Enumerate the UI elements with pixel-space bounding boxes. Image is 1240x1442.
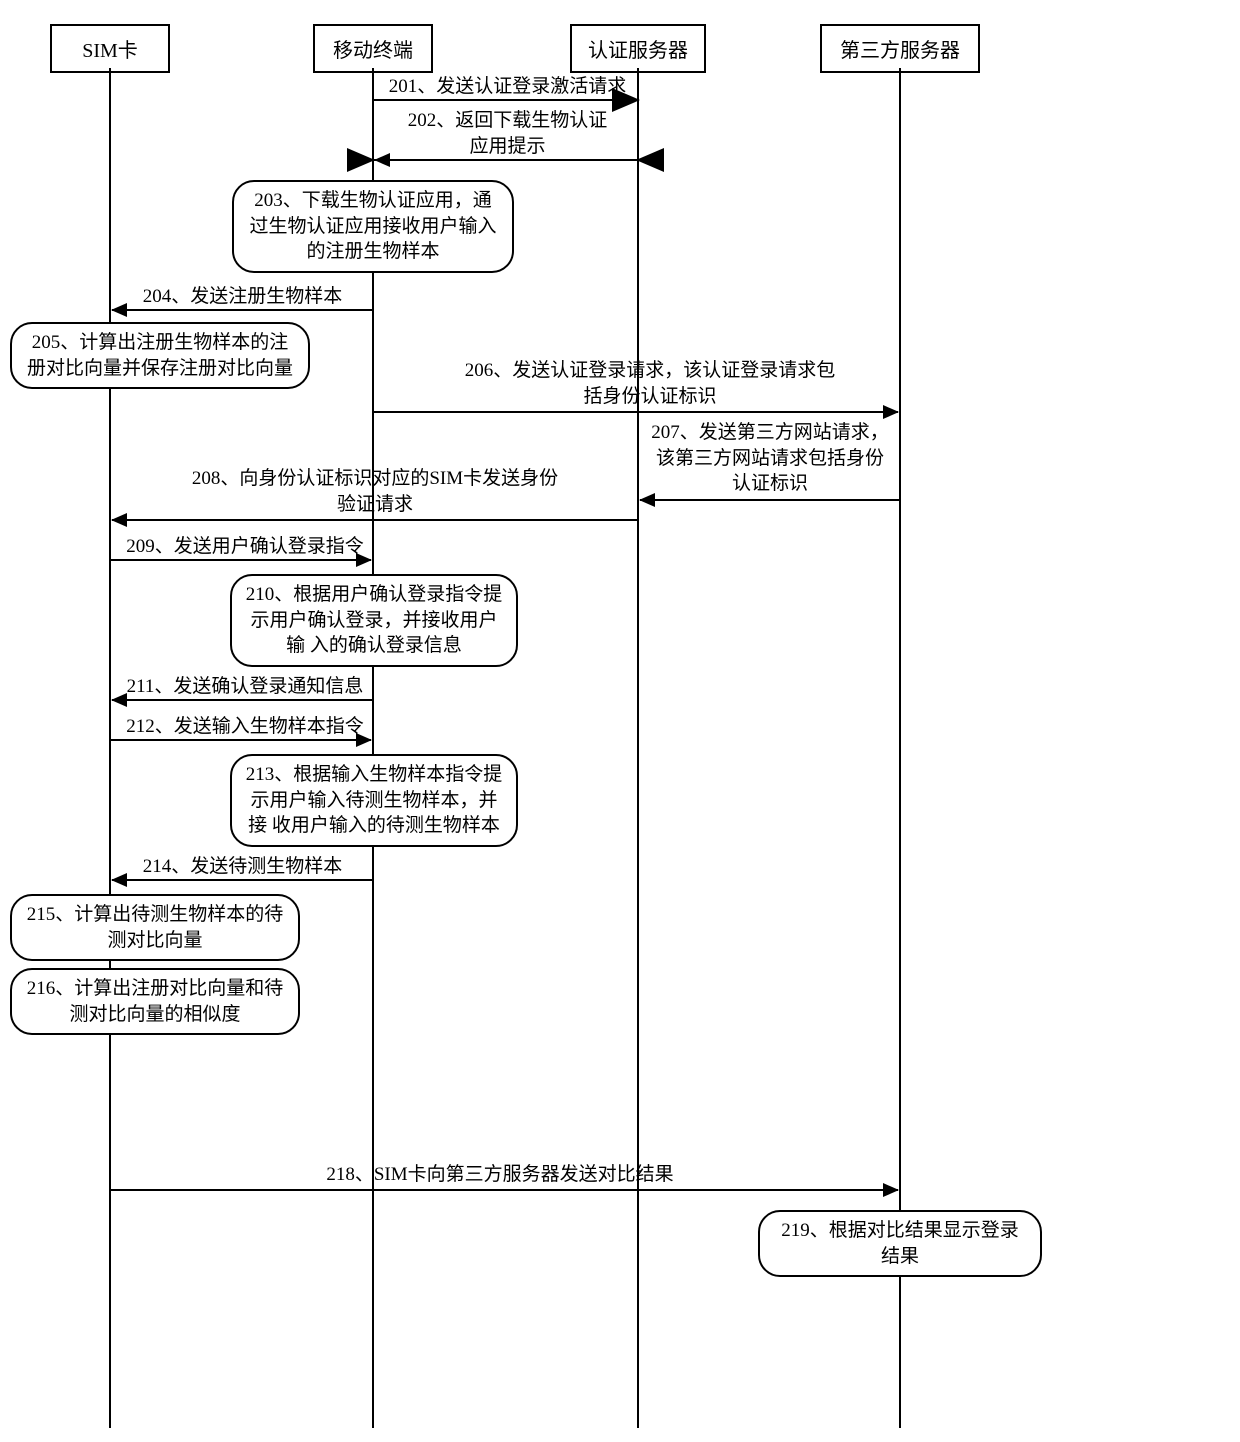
activity-205: 205、计算出注册生物样本的注 册对比向量并保存注册对比向量 bbox=[10, 322, 310, 389]
msg-204: 204、发送注册生物样本 bbox=[125, 284, 360, 310]
msg-201: 201、发送认证登录激活请求 bbox=[380, 74, 635, 100]
participant-mobile-label: 移动终端 bbox=[333, 40, 413, 62]
msg-218: 218、SIM卡向第三方服务器发送对比结果 bbox=[275, 1162, 725, 1188]
activity-210-text: 210、根据用户确认登录指令提 示用户确认登录，并接收用户输 入的确认登录信息 bbox=[246, 584, 503, 656]
lifeline-auth bbox=[637, 68, 639, 1428]
msg-207: 207、发送第三方网站请求， 该第三方网站请求包括身份 认证标识 bbox=[640, 420, 900, 497]
lifeline-sim bbox=[109, 68, 111, 1428]
activity-210: 210、根据用户确认登录指令提 示用户确认登录，并接收用户输 入的确认登录信息 bbox=[230, 574, 518, 667]
activity-203-text: 203、下载生物认证应用，通 过生物认证应用接收用户输入 的注册生物样本 bbox=[249, 190, 496, 262]
participant-third-label: 第三方服务器 bbox=[840, 40, 960, 62]
activity-213: 213、根据输入生物样本指令提 示用户输入待测生物样本，并接 收用户输入的待测生… bbox=[230, 754, 518, 847]
participant-mobile: 移动终端 bbox=[313, 24, 433, 73]
msg-206: 206、发送认证登录请求，该认证登录请求包 括身份认证标识 bbox=[435, 358, 865, 409]
msg-211: 211、发送确认登录通知信息 bbox=[115, 674, 375, 700]
msg-212: 212、发送输入生物样本指令 bbox=[115, 714, 375, 740]
activity-216-text: 216、计算出注册对比向量和待 测对比向量的相似度 bbox=[27, 978, 284, 1025]
msg-202: 202、返回下载生物认证 应用提示 bbox=[390, 108, 625, 159]
activity-216: 216、计算出注册对比向量和待 测对比向量的相似度 bbox=[10, 968, 300, 1035]
msg-214: 214、发送待测生物样本 bbox=[125, 854, 360, 880]
activity-215-text: 215、计算出待测生物样本的待 测对比向量 bbox=[27, 904, 284, 951]
participant-third: 第三方服务器 bbox=[820, 24, 980, 73]
activity-205-text: 205、计算出注册生物样本的注 册对比向量并保存注册对比向量 bbox=[27, 332, 293, 379]
activity-215: 215、计算出待测生物样本的待 测对比向量 bbox=[10, 894, 300, 961]
msg-209: 209、发送用户确认登录指令 bbox=[115, 534, 375, 560]
participant-auth: 认证服务器 bbox=[570, 24, 706, 73]
msg-208: 208、向身份认证标识对应的SIM卡发送身份 验证请求 bbox=[160, 466, 590, 517]
participant-sim: SIM卡 bbox=[50, 24, 170, 73]
participant-auth-label: 认证服务器 bbox=[588, 40, 688, 62]
participant-sim-label: SIM卡 bbox=[82, 40, 138, 62]
activity-219-text: 219、根据对比结果显示登录 结果 bbox=[781, 1220, 1019, 1267]
activity-219: 219、根据对比结果显示登录 结果 bbox=[758, 1210, 1042, 1277]
activity-203: 203、下载生物认证应用，通 过生物认证应用接收用户输入 的注册生物样本 bbox=[232, 180, 514, 273]
activity-213-text: 213、根据输入生物样本指令提 示用户输入待测生物样本，并接 收用户输入的待测生… bbox=[246, 764, 503, 836]
